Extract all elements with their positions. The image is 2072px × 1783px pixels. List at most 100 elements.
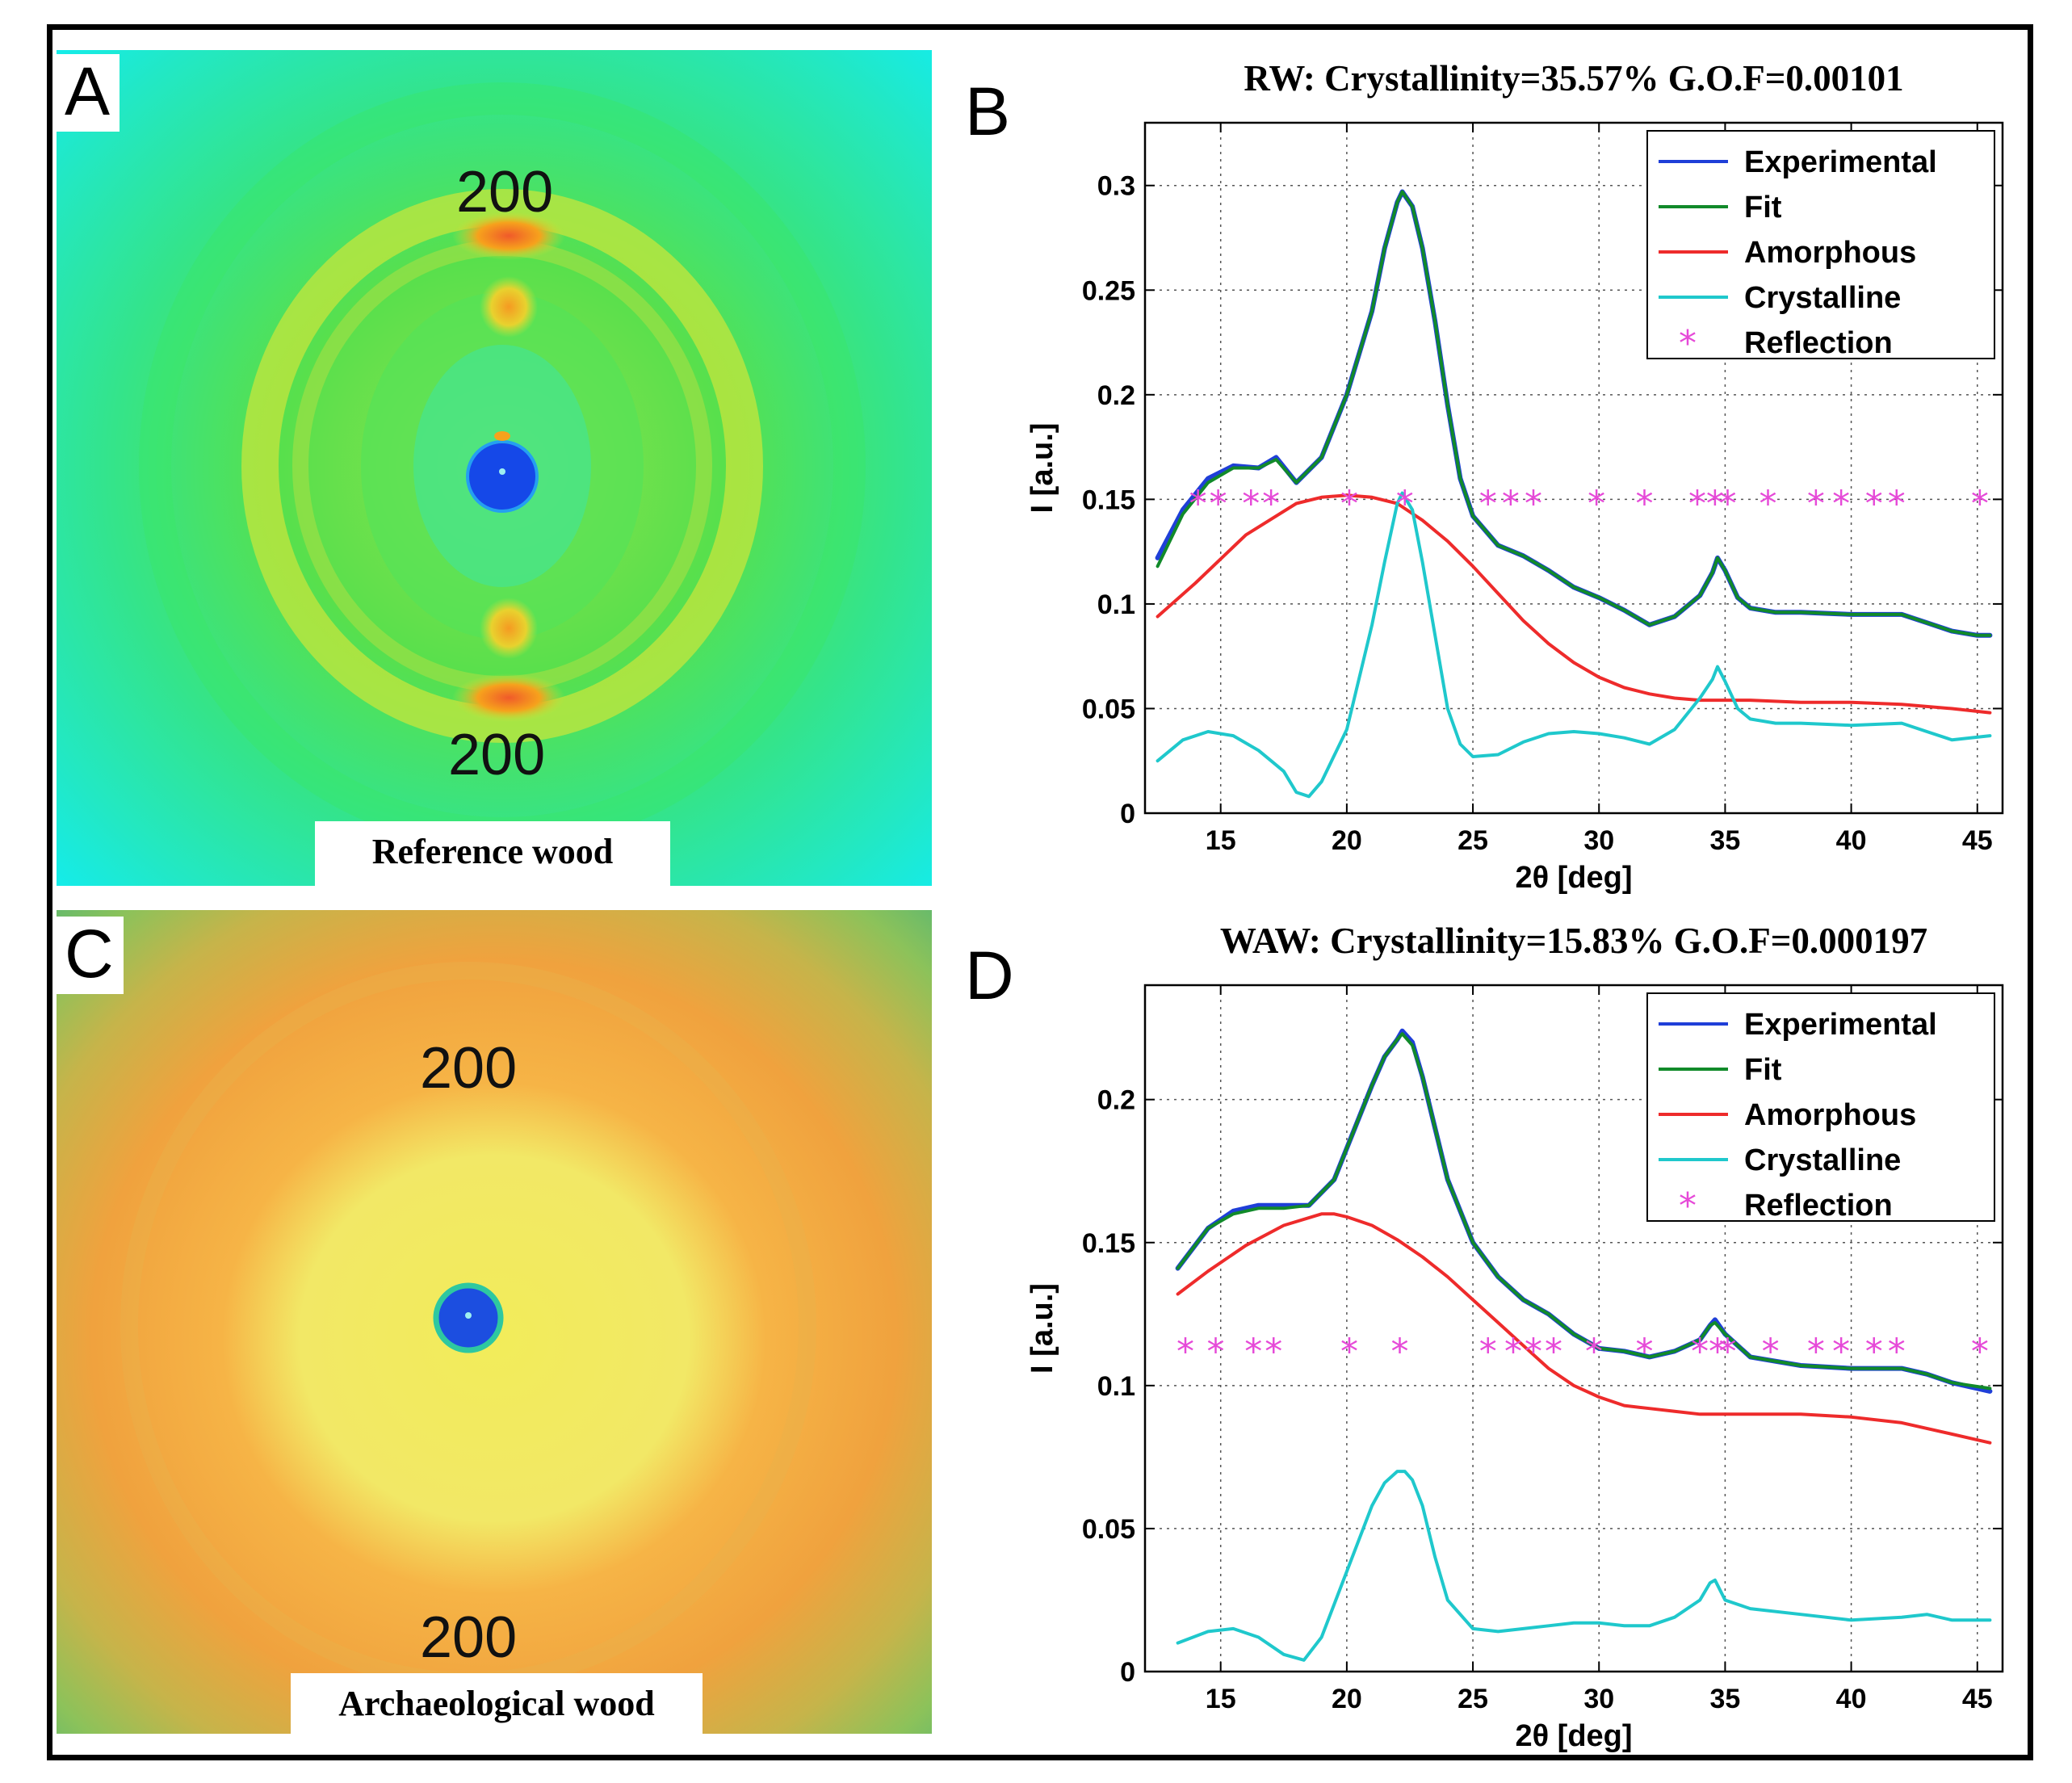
chart-b-xlabel: 2θ [deg]	[1515, 861, 1632, 895]
chart-b-ytick-label-6: 0.3	[1097, 171, 1135, 202]
chart-d-xlabel: 2θ [deg]	[1515, 1719, 1632, 1753]
chart-b-reflection-marker-19: *	[1971, 484, 1989, 525]
chart-b-reflection-marker-12: *	[1706, 484, 1724, 525]
chart-b-xtick-label-5: 40	[1836, 825, 1867, 856]
diffraction-image-archaeological	[57, 910, 932, 1734]
chart-d-reflection-marker-9: *	[1545, 1331, 1562, 1372]
chart-d-reflection-marker-19: *	[1888, 1331, 1906, 1372]
chart-d-reflection-marker-12: *	[1691, 1331, 1709, 1372]
chart-d-panel-letter: D	[965, 938, 1014, 1013]
chart-b-legend-label-fit: Fit	[1744, 191, 1782, 224]
chart-d-reflection-marker-4: *	[1340, 1331, 1358, 1372]
chart-d-ylabel: I [a.u.]	[1026, 1283, 1059, 1374]
chart-b-reflection-marker-17: *	[1865, 484, 1883, 525]
chart-d-reflection-marker-13: *	[1709, 1331, 1726, 1372]
figure-frame: A 200 200 Reference wood C	[47, 24, 2033, 1760]
chart-d-ytick-label-2: 0.1	[1097, 1371, 1135, 1402]
chart-d-xtick-label-6: 45	[1962, 1684, 1993, 1714]
chart-d-legend-marker-reflection: *	[1679, 1185, 1697, 1227]
chart-d-reflection-marker-1: *	[1206, 1331, 1224, 1372]
chart-b-reflection-marker-8: *	[1525, 484, 1542, 525]
chart-b-legend-label-reflection: Reflection	[1744, 326, 1893, 360]
chart-d-series-reflection: * * * * * * * * * * * * * ** * * * * * *	[1177, 1331, 1989, 1372]
chart-d-series-crystalline-line	[1176, 1470, 1992, 1662]
chart-b-reflection-marker-11: *	[1688, 484, 1706, 525]
chart-d-xtick-label-5: 40	[1836, 1684, 1867, 1714]
chart-d-legend-box	[1646, 992, 1995, 1222]
chart-d-legend-label-experimental: Experimental	[1744, 1008, 1937, 1042]
chart-b-legend-label-experimental: Experimental	[1744, 145, 1937, 179]
chart-b-ytick-label-0: 0	[1120, 799, 1135, 829]
diffraction-pattern-c	[57, 910, 932, 1734]
chart-d-ytick-label-4: 0.2	[1097, 1085, 1135, 1116]
chart-b-xtick-label-6: 45	[1962, 825, 1993, 856]
chart-d-reflection-marker-17: *	[1832, 1331, 1850, 1372]
chart-d-legend-label-amorphous: Amorphous	[1744, 1098, 1916, 1132]
chart-d: D WAW: Crystallinity=15.83% G.O.F=0.00019…	[949, 906, 2031, 1753]
chart-b-legend-marker-reflection: *	[1679, 323, 1697, 364]
chart-d-reflection-marker-8: *	[1525, 1331, 1542, 1372]
chart-d-reflection-marker-10: *	[1585, 1331, 1603, 1372]
chart-b-reflection-marker-3: *	[1262, 484, 1280, 525]
chart-b-reflection-marker-13: *	[1719, 484, 1737, 525]
chart-b-ytick-label-5: 0.25	[1082, 275, 1135, 306]
chart-b-xtick-label-0: 15	[1206, 825, 1236, 856]
chart-d-xtick-label-3: 30	[1583, 1684, 1614, 1714]
chart-b-reflection-marker-1: *	[1210, 484, 1227, 525]
diffraction-image-reference	[57, 50, 932, 886]
chart-b-ytick-label-4: 0.2	[1097, 380, 1135, 411]
chart-d-reflection-marker-7: *	[1504, 1331, 1522, 1372]
chart-b-xtick-label-4: 35	[1709, 825, 1740, 856]
chart-b-reflection-marker-6: *	[1479, 484, 1497, 525]
chart-d-series-fit-line	[1176, 1032, 1992, 1391]
chart-b-reflection-marker-10: *	[1635, 484, 1653, 525]
chart-d-reflection-marker-0: *	[1177, 1331, 1194, 1372]
chart-b-legend-label-amorphous: Amorphous	[1744, 236, 1916, 270]
chart-b-ytick-label-3: 0.15	[1082, 485, 1135, 515]
chart-b-title: RW: Crystallinity=35.57% G.O.F=0.00101	[1244, 58, 1903, 99]
chart-b-series-fit-line	[1156, 190, 1992, 637]
chart-b-ylabel: I [a.u.]	[1026, 423, 1059, 514]
reflection-label-200-top-c: 200	[420, 1036, 518, 1101]
chart-d-reflection-marker-15: *	[1762, 1331, 1780, 1372]
chart-d-xtick-label-1: 20	[1332, 1684, 1362, 1714]
chart-b-plot: B RW: Crystallinity=35.57% G.O.F=0.00101 1…	[965, 58, 2004, 895]
chart-b-xtick-label-1: 20	[1332, 825, 1362, 856]
chart-b-series-crystalline-line	[1156, 491, 1992, 799]
chart-b-reflection-marker-16: *	[1832, 484, 1850, 525]
chart-b-legend-box	[1646, 130, 1995, 359]
chart-b-ytick-label-2: 0.1	[1097, 589, 1135, 620]
chart-d-reflection-marker-18: *	[1865, 1331, 1883, 1372]
chart-b-series-amorphous-line	[1156, 493, 1992, 715]
reflection-label-200-top-a: 200	[456, 160, 554, 224]
chart-d-reflection-marker-11: *	[1635, 1331, 1653, 1372]
chart-d-title: WAW: Crystallinity=15.83% G.O.F=0.000197	[1220, 921, 1927, 961]
chart-d-legend-label-crystalline: Crystalline	[1744, 1143, 1901, 1177]
reflection-label-200-bottom-a: 200	[448, 723, 546, 787]
chart-d-ytick-label-1: 0.05	[1082, 1514, 1135, 1545]
chart-d-reflection-marker-5: *	[1390, 1331, 1408, 1372]
chart-b-reflection-marker-9: *	[1588, 484, 1605, 525]
chart-b-legend-label-crystalline: Crystalline	[1744, 281, 1901, 315]
chart-b-reflection-marker-14: *	[1760, 484, 1777, 525]
chart-b-axes-box	[1143, 121, 2004, 815]
chart-b-series-reflection: * * * * * * * * * * * * ** * * * * * *	[1189, 484, 1989, 525]
chart-b-panel-letter: B	[965, 73, 1010, 149]
chart-b-reflection-marker-7: *	[1502, 484, 1520, 525]
chart-d-series-amorphous-line	[1176, 1212, 1992, 1445]
chart-b-xtick-label-2: 25	[1458, 825, 1488, 856]
chart-d-reflection-marker-14: *	[1719, 1331, 1737, 1372]
chart-b-reflection-marker-18: *	[1888, 484, 1906, 525]
chart-d-reflection-marker-16: *	[1807, 1331, 1825, 1372]
chart-d-plot: D WAW: Crystallinity=15.83% G.O.F=0.00019…	[965, 921, 2004, 1753]
chart-b: B RW: Crystallinity=35.57% G.O.F=0.00101 1…	[949, 42, 2031, 898]
caption-archaeological-wood: Archaeological wood	[291, 1673, 703, 1738]
chart-b-reflection-marker-2: *	[1242, 484, 1260, 525]
chart-d-xtick-label-4: 35	[1709, 1684, 1740, 1714]
chart-d-legend-label-fit: Fit	[1744, 1053, 1782, 1087]
chart-d-ytick-label-3: 0.15	[1082, 1228, 1135, 1259]
chart-b-reflection-marker-15: *	[1807, 484, 1825, 525]
chart-b-reflection-marker-0: *	[1189, 484, 1207, 525]
chart-d-xtick-label-0: 15	[1206, 1684, 1236, 1714]
chart-d-xtick-label-2: 25	[1458, 1684, 1488, 1714]
